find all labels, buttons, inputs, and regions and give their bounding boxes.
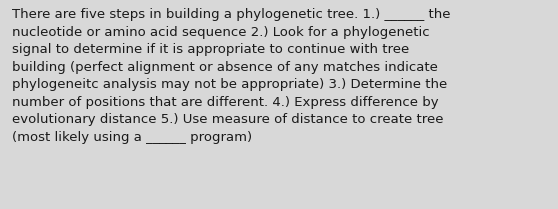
Text: There are five steps in building a phylogenetic tree. 1.) ______ the
nucleotide : There are five steps in building a phylo… (12, 8, 451, 144)
